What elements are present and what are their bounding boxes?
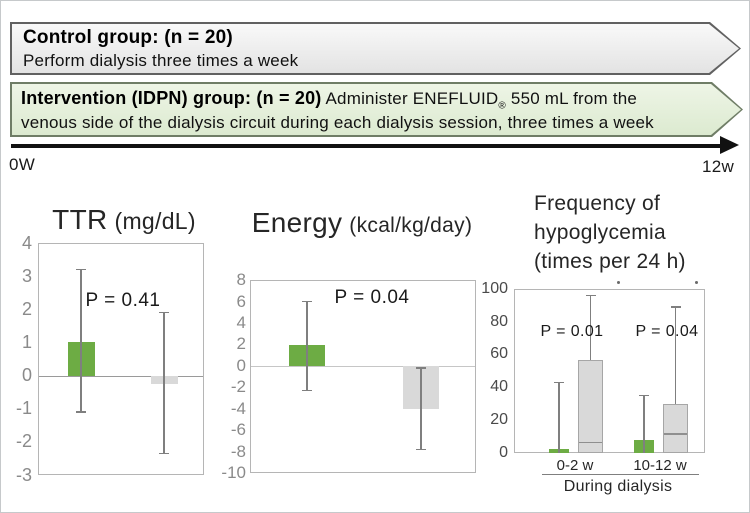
stray-dot xyxy=(695,281,698,284)
control-banner-title: Control group: (n = 20) xyxy=(23,27,233,48)
y-tick-label-energy: 6 xyxy=(236,291,246,311)
y-tick-label-ttr: 1 xyxy=(21,331,32,352)
green-errorbar-ttr-cap-bottom xyxy=(76,411,86,413)
green-errorbar-ttr-cap-top xyxy=(76,268,86,271)
y-tick-label-energy: 8 xyxy=(236,270,246,290)
y-tick-label-ttr: -2 xyxy=(15,431,32,452)
chart-title-unit-energy: (kcal/kg/day) xyxy=(349,214,473,237)
y-tick-label-energy: -2 xyxy=(230,377,246,397)
gray-whisker-hypo-0-line xyxy=(589,295,592,360)
x-axis-underline-hypo xyxy=(542,474,699,475)
gray-errorbar-energy-cap-bottom xyxy=(416,448,426,451)
y-tick-label-ttr: 2 xyxy=(21,298,32,319)
x-tick-label-hypo-0: 0-2 w xyxy=(556,457,594,474)
gray-errorbar-energy-cap-top xyxy=(416,367,426,369)
control-banner-fill xyxy=(12,24,739,73)
y-tick-label-energy: -6 xyxy=(230,420,246,440)
gray-whisker-hypo-1-line xyxy=(674,307,677,404)
y-tick-label-hypo: 40 xyxy=(490,378,508,396)
gray-errorbar-ttr-cap-bottom xyxy=(159,452,169,455)
gray-errorbar-ttr-cap-top xyxy=(159,311,169,314)
y-tick-label-hypo: 0 xyxy=(499,443,508,461)
control-group-banner: Control group: (n = 20) Perform dialysis… xyxy=(10,22,741,75)
y-tick-label-hypo: 100 xyxy=(481,279,508,297)
gray-box-hypo-0 xyxy=(578,359,603,453)
p-value-label-ttr: P = 0.41 xyxy=(85,290,161,311)
y-tick-label-energy: 4 xyxy=(236,313,246,333)
y-tick-label-ttr: -1 xyxy=(15,398,32,419)
y-tick-label-hypo: 80 xyxy=(490,312,508,330)
intervention-banner-fill xyxy=(12,84,741,135)
chart-title-hypo-line2: (times per 24 h) xyxy=(534,250,686,273)
green-whisker-overlay-hypo-1 xyxy=(643,395,645,453)
y-tick-label-energy: -10 xyxy=(221,463,246,483)
p-value-label-energy: P = 0.04 xyxy=(334,287,410,308)
green-errorbar-energy-cap-bottom xyxy=(302,389,312,392)
y-tick-label-hypo: 20 xyxy=(490,410,508,428)
timeline-arrowhead-icon xyxy=(720,136,739,154)
chart-title-hypo-line1: hypoglycemia xyxy=(534,221,666,244)
plot-frame-ttr xyxy=(38,243,204,475)
control-banner-description: Perform dialysis three times a week xyxy=(23,51,299,70)
intervention-group-banner: Intervention (IDPN) group: (n = 20) Admi… xyxy=(10,82,743,137)
chart-title-main-energy: Energy xyxy=(251,207,343,238)
gray-box-hypo-1 xyxy=(663,403,688,453)
y-tick-label-energy: 2 xyxy=(236,334,246,354)
timeline-start-label: 0W xyxy=(9,155,36,174)
intervention-banner-desc-line1b: 550 mL from the xyxy=(506,89,638,108)
gray-whisker-hypo-0-cap-top xyxy=(585,294,596,297)
y-tick-label-ttr: -3 xyxy=(15,464,32,485)
intervention-banner-desc-line2: venous side of the dialysis circuit duri… xyxy=(21,113,654,132)
y-tick-label-hypo: 60 xyxy=(490,345,508,363)
chart-title-unit-ttr: (mg/dL) xyxy=(114,208,196,234)
stray-dot xyxy=(617,281,620,284)
gray-whisker-hypo-1-cap-top xyxy=(670,306,681,308)
y-tick-label-energy: -4 xyxy=(230,398,246,418)
intervention-banner-title: Intervention (IDPN) group: (n = 20) xyxy=(21,88,322,108)
x-axis-label-hypo: During dialysis xyxy=(563,478,673,495)
timeline-arrow-line xyxy=(11,144,721,148)
intervention-banner-desc-line1a: Administer ENEFLUID xyxy=(325,89,499,108)
y-tick-label-ttr: 0 xyxy=(21,365,32,386)
y-tick-label-energy: 0 xyxy=(236,355,246,375)
median-line-hypo-0 xyxy=(579,441,602,444)
chart-title-ttr: TTR (mg/dL) xyxy=(52,204,196,236)
y-tick-label-ttr: 4 xyxy=(21,232,32,253)
green-whisker-overlay-hypo-0 xyxy=(558,382,560,453)
p-value-label-hypo-0: P = 0.01 xyxy=(540,323,604,340)
y-tick-label-ttr: 3 xyxy=(21,265,32,286)
intervention-banner-text: Intervention (IDPN) group: (n = 20) Admi… xyxy=(21,86,703,135)
gray-errorbar-ttr-line xyxy=(163,312,165,454)
x-tick-label-hypo-1: 10-12 w xyxy=(633,457,687,474)
zero-line-energy xyxy=(251,365,475,367)
median-line-hypo-1 xyxy=(664,433,687,435)
chart-title-energy: Energy (kcal/kg/day) xyxy=(252,207,472,239)
gray-errorbar-energy-line xyxy=(420,367,422,450)
p-value-label-hypo-1: P = 0.04 xyxy=(635,323,699,340)
chart-title-hypo-line0: Frequency of xyxy=(534,192,661,215)
green-errorbar-energy-line xyxy=(306,301,308,391)
timeline-end-label: 12w xyxy=(702,157,735,176)
y-tick-label-energy: -8 xyxy=(230,441,246,461)
chart-title-main-ttr: TTR xyxy=(52,204,108,235)
green-errorbar-ttr-line xyxy=(80,269,82,412)
zero-line-ttr xyxy=(39,375,203,377)
green-errorbar-energy-cap-top xyxy=(302,300,312,303)
registered-trademark-symbol: ® xyxy=(498,100,506,112)
